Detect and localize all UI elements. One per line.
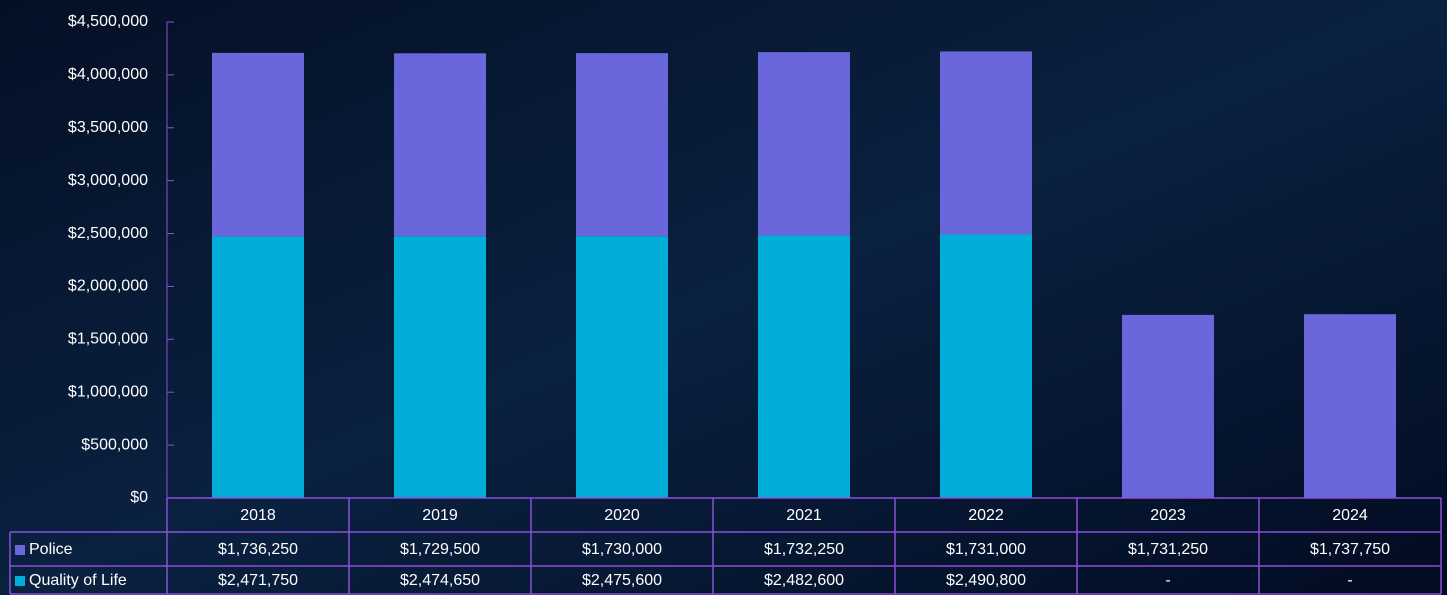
table-cell: - (1347, 572, 1352, 589)
y-tick-label: $2,500,000 (68, 225, 148, 242)
table-cell: $1,730,000 (582, 541, 662, 558)
bar (212, 52, 304, 237)
table-cell: $2,471,750 (218, 572, 298, 589)
bar (1304, 314, 1396, 498)
table-cell: - (1165, 572, 1170, 589)
y-tick-label: $0 (130, 489, 148, 506)
x-tick-label: 2024 (1332, 507, 1368, 524)
legend-label: Police (29, 541, 73, 558)
x-tick-label: 2021 (786, 507, 822, 524)
x-tick-label: 2020 (604, 507, 640, 524)
y-tick-label: $500,000 (81, 436, 148, 453)
table-cell: $1,729,500 (400, 541, 480, 558)
table-cell: $1,736,250 (218, 541, 298, 558)
table-cell: $2,474,650 (400, 572, 480, 589)
y-tick-label: $3,500,000 (68, 119, 148, 136)
legend-label: Quality of Life (29, 572, 127, 589)
bar (758, 235, 850, 498)
y-tick-label: $1,000,000 (68, 383, 148, 400)
bar (576, 53, 668, 237)
table-cell: $1,731,250 (1128, 541, 1208, 558)
y-tick-label: $2,000,000 (68, 278, 148, 295)
bar (212, 236, 304, 499)
y-tick-label: $4,000,000 (68, 66, 148, 83)
table-cell: $2,490,800 (946, 572, 1026, 589)
x-tick-label: 2022 (968, 507, 1004, 524)
legend-swatch (15, 576, 25, 586)
y-tick-label: $3,000,000 (68, 172, 148, 189)
bar (758, 52, 850, 236)
table-cell: $2,475,600 (582, 572, 662, 589)
y-tick-label: $4,500,000 (68, 13, 148, 30)
bar (940, 234, 1032, 498)
bar (394, 236, 486, 499)
bar (1122, 314, 1214, 498)
table-cell: $2,482,600 (764, 572, 844, 589)
table-cell: $1,731,000 (946, 541, 1026, 558)
table-cell: $1,737,750 (1310, 541, 1390, 558)
legend-swatch (15, 545, 25, 555)
x-tick-label: 2023 (1150, 507, 1186, 524)
bar (576, 236, 668, 498)
table-cell: $1,732,250 (764, 541, 844, 558)
x-tick-label: 2019 (422, 507, 458, 524)
y-tick-label: $1,500,000 (68, 331, 148, 348)
x-tick-label: 2018 (240, 507, 276, 524)
bar (940, 51, 1032, 235)
bar (394, 53, 486, 237)
